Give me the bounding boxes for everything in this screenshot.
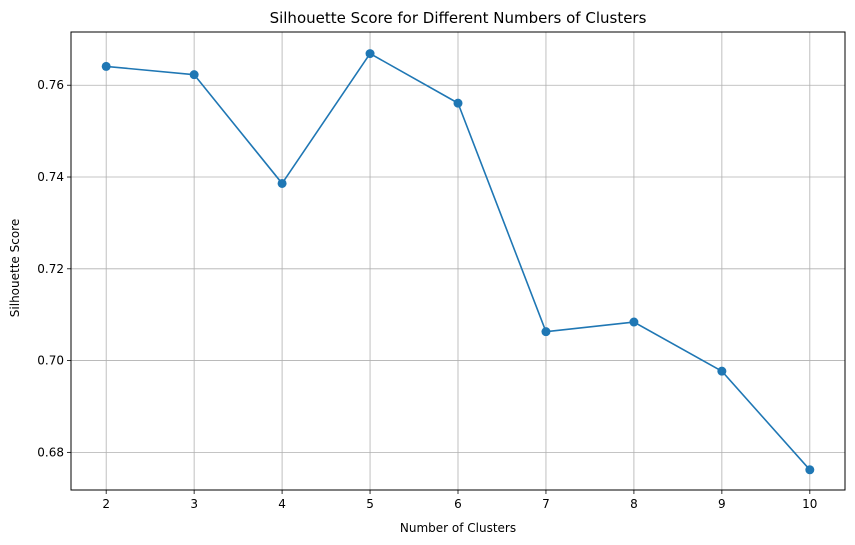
x-tick-label: 9 (718, 497, 726, 511)
data-point (277, 178, 287, 188)
y-tick-label: 0.76 (37, 78, 64, 92)
x-axis-label: Number of Clusters (400, 521, 516, 535)
data-point (453, 98, 463, 108)
x-tick-label: 3 (190, 497, 198, 511)
series-line (101, 49, 815, 475)
data-point (805, 465, 815, 475)
x-tick-label: 6 (454, 497, 462, 511)
data-point (101, 61, 111, 71)
y-axis-label: Silhouette Score (8, 219, 22, 317)
data-point (365, 49, 375, 59)
data-point (189, 70, 199, 80)
chart-title: Silhouette Score for Different Numbers o… (270, 9, 647, 27)
y-tick-label: 0.68 (37, 445, 64, 459)
x-tick-label: 8 (630, 497, 638, 511)
x-tick-label: 7 (542, 497, 550, 511)
data-point (541, 327, 551, 337)
y-tick-label: 0.70 (37, 354, 64, 368)
x-tick-label: 5 (366, 497, 374, 511)
y-tick-label: 0.72 (37, 262, 64, 276)
grid-lines (71, 32, 845, 490)
y-tick-label: 0.74 (37, 170, 64, 184)
axis-ticks: 2 3 4 5 6 7 8 9 10 0.68 0.70 0.72 0.74 0.76 (37, 78, 817, 511)
x-tick-label: 4 (278, 497, 286, 511)
data-point (717, 366, 727, 376)
x-tick-label: 10 (802, 497, 817, 511)
x-tick-label: 2 (102, 497, 110, 511)
data-point (629, 317, 639, 327)
